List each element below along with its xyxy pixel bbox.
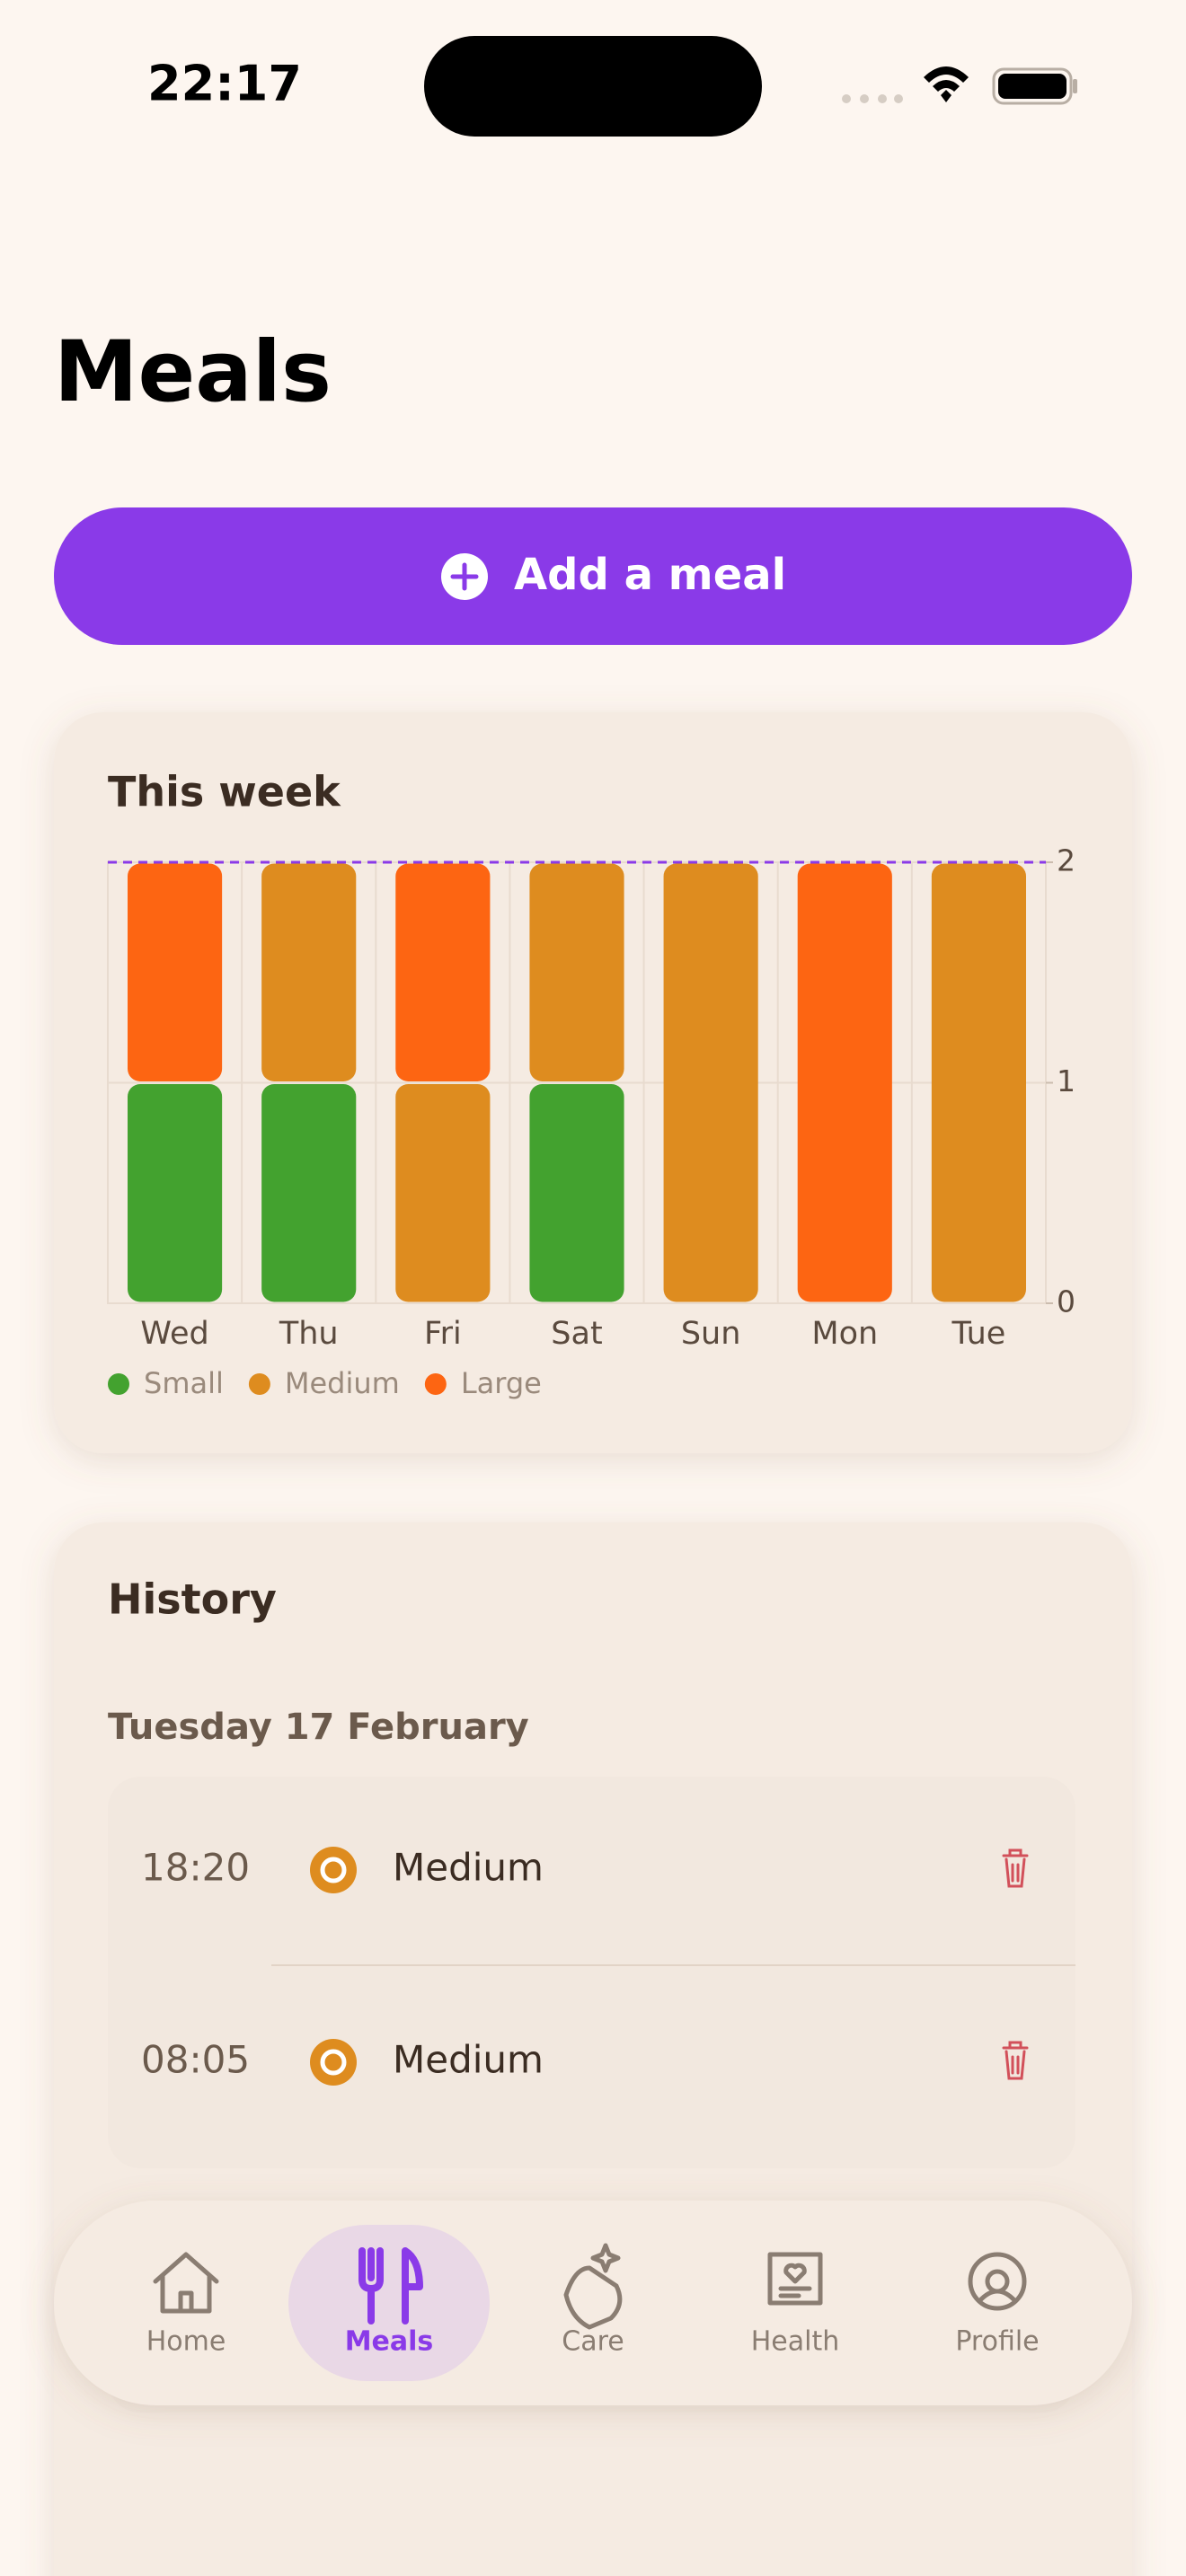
legend-swatch (424, 1373, 447, 1395)
x-tick-label: Sun (681, 1316, 741, 1352)
tab-bar (54, 2201, 1132, 2405)
history-title: History (108, 1575, 277, 1624)
tab-label: Health (751, 2326, 840, 2358)
chart-title: This week (108, 768, 341, 816)
bar-segment (261, 1084, 357, 1302)
size-icon (310, 2039, 357, 2086)
legend-label: Large (461, 1366, 542, 1400)
cellular-icon (842, 94, 903, 103)
legend-swatch (248, 1373, 270, 1395)
size-icon-ring (320, 2049, 347, 2076)
size-icon (310, 1847, 357, 1893)
bar-segment (128, 1084, 223, 1302)
entry-time: 08:05 (141, 2038, 250, 2082)
tab-label: Profile (955, 2326, 1039, 2358)
button-label: Add a meal (514, 550, 786, 600)
entry-size: Medium (393, 2038, 544, 2082)
tab-icon (767, 2252, 823, 2306)
dynamic-island (424, 36, 762, 137)
bar-segment (261, 863, 357, 1081)
tab-0[interactable]: Home (146, 2252, 226, 2358)
tab-4[interactable]: Profile (955, 2252, 1040, 2358)
bar-segment (931, 863, 1026, 1302)
entry-size: Medium (393, 1846, 544, 1890)
bar-segment (128, 863, 223, 1081)
tab-label: Care (562, 2326, 624, 2358)
x-tick-label: Wed (140, 1316, 208, 1352)
page-title: Meals (54, 323, 332, 421)
legend-swatch (108, 1373, 129, 1395)
bar-segment (797, 863, 892, 1302)
tab-icon (563, 2243, 623, 2330)
delete-button[interactable] (1002, 1848, 1029, 1888)
y-tick-label: 2 (1057, 843, 1075, 878)
tab-icon (968, 2252, 1027, 2311)
battery-icon (992, 67, 1077, 105)
x-tick-label: Sat (551, 1316, 602, 1352)
x-tick-label: Thu (279, 1316, 339, 1352)
plus-sign (450, 562, 479, 591)
tab-icon (153, 2252, 219, 2314)
tab-1[interactable]: Meals (288, 2225, 490, 2381)
wifi-icon (924, 66, 969, 102)
bar-segment (395, 1084, 491, 1302)
tab-2[interactable]: Care (562, 2243, 624, 2358)
entry-time: 18:20 (141, 1846, 250, 1890)
y-tick-label: 0 (1057, 1284, 1075, 1319)
button-bg (54, 507, 1132, 645)
tab-icon (358, 2247, 423, 2325)
bar-segment (529, 1084, 624, 1302)
tab-label: Meals (345, 2326, 434, 2358)
tab-items: Home Meals Care Health Profile (146, 2225, 1040, 2381)
active-pill (288, 2225, 490, 2381)
legend-label: Medium (285, 1366, 400, 1400)
add-meal-button[interactable]: Add a meal (54, 507, 1132, 645)
tab-3[interactable]: Health (751, 2252, 840, 2358)
size-icon-ring (320, 1857, 347, 1883)
legend-label: Small (144, 1366, 224, 1400)
x-tick-label: Mon (811, 1316, 878, 1352)
y-tick-label: 1 (1057, 1063, 1075, 1098)
bar-segment (663, 863, 758, 1302)
status-time: 22:17 (147, 56, 302, 112)
x-tick-label: Tue (951, 1316, 1006, 1352)
bar-segment (395, 863, 491, 1081)
entry-group (108, 1777, 1075, 2168)
tab-label: Home (146, 2326, 226, 2358)
date-header: Tuesday 17 February (108, 1707, 529, 1748)
x-tick-label: Fri (424, 1316, 462, 1352)
chart: 0 1 2 Wed Thu Fri Sat Sun Mon Tue Small Medium Large (107, 843, 1075, 1400)
bar-segment (529, 863, 624, 1081)
delete-button[interactable] (1002, 2041, 1029, 2080)
